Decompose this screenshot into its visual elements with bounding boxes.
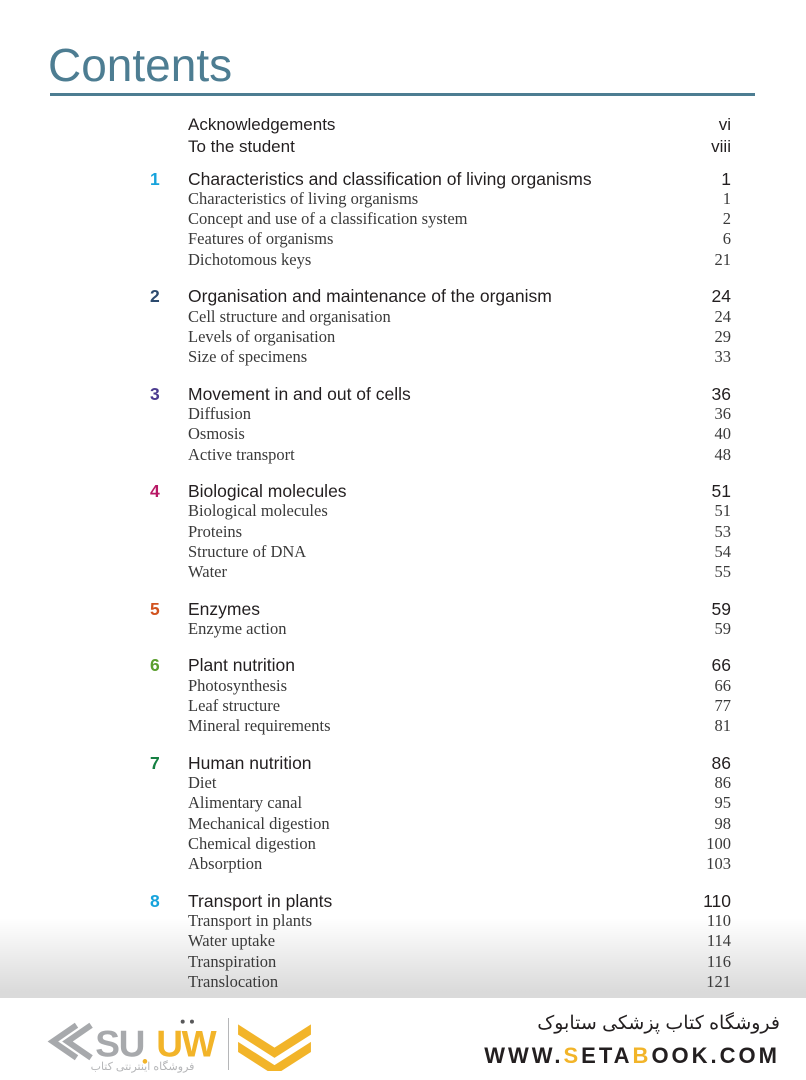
svg-text:UW: UW [156,1023,216,1065]
svg-text:SU: SU [95,1023,144,1065]
